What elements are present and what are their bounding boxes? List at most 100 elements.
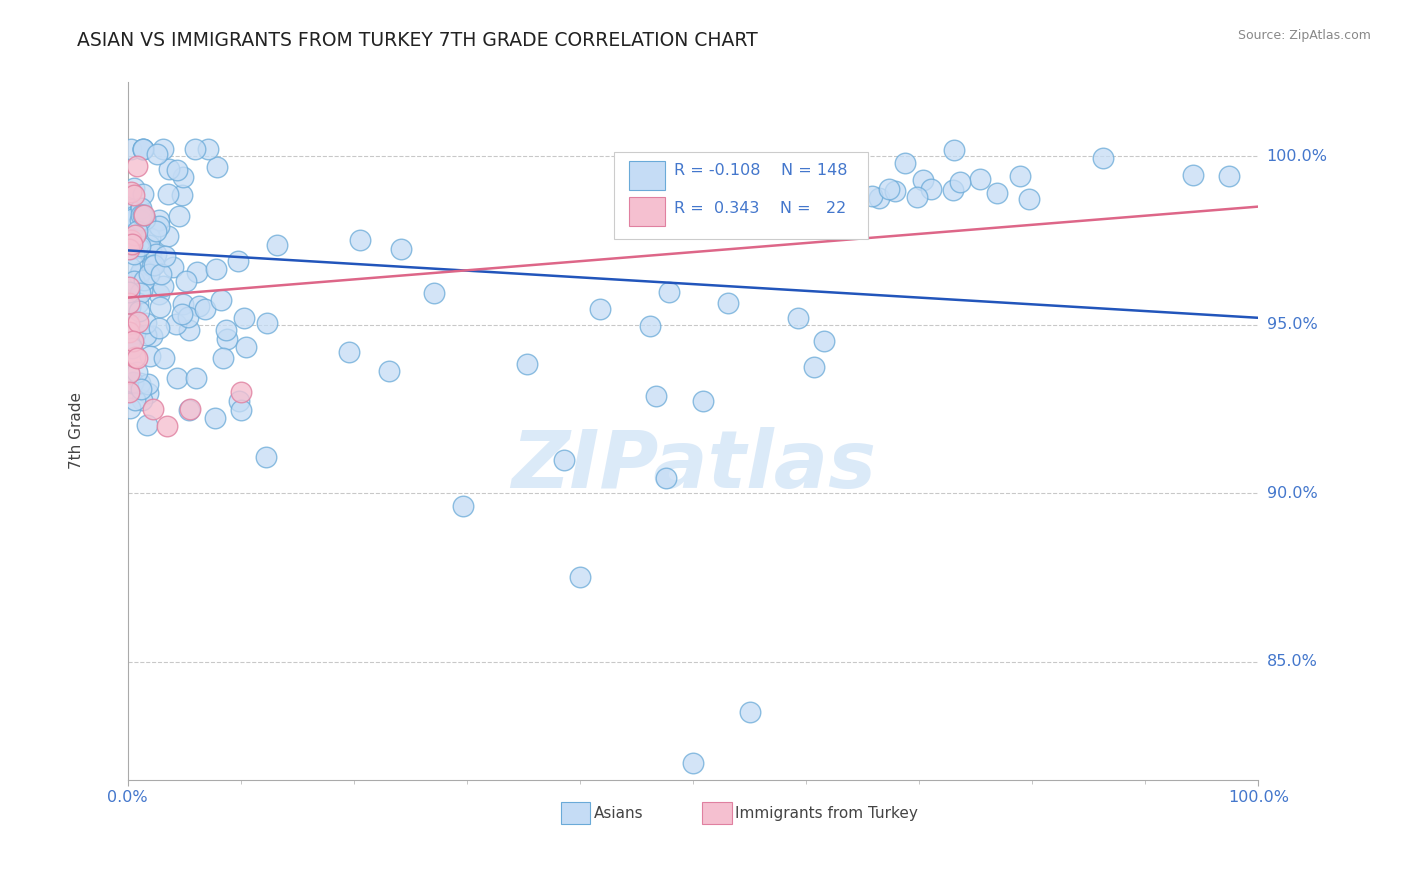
Point — [337, 344, 360, 359]
Point — [132, 208, 155, 222]
FancyBboxPatch shape — [628, 197, 665, 227]
Point — [186, 371, 208, 385]
Point — [122, 375, 145, 389]
Point — [139, 249, 162, 263]
Point — [682, 756, 704, 770]
Point — [118, 285, 141, 300]
Point — [786, 310, 808, 325]
Point — [226, 254, 249, 268]
Point — [172, 188, 194, 202]
Point — [969, 172, 991, 186]
Point — [714, 181, 737, 195]
Point — [122, 274, 145, 288]
Point — [377, 364, 399, 378]
Point — [231, 402, 253, 417]
Point — [205, 160, 228, 174]
Text: 95.0%: 95.0% — [1267, 317, 1317, 332]
Point — [120, 202, 142, 216]
Point — [118, 325, 141, 339]
Point — [128, 376, 150, 390]
FancyBboxPatch shape — [561, 802, 591, 824]
Point — [228, 394, 250, 409]
Point — [132, 187, 155, 202]
Text: 7th Grade: 7th Grade — [69, 392, 84, 469]
Point — [148, 321, 170, 335]
Point — [184, 142, 207, 156]
Point — [131, 283, 153, 297]
Point — [118, 401, 141, 416]
Point — [215, 323, 238, 337]
Point — [229, 384, 252, 399]
Point — [134, 212, 156, 227]
Point — [141, 329, 163, 343]
Point — [211, 351, 233, 366]
Point — [148, 213, 170, 227]
Point — [127, 365, 149, 379]
Point — [128, 213, 150, 227]
Point — [131, 264, 153, 278]
Point — [235, 340, 257, 354]
Point — [862, 188, 884, 202]
Point — [152, 142, 174, 156]
Point — [118, 334, 141, 349]
Point — [118, 300, 141, 314]
Point — [638, 319, 661, 334]
Point — [205, 261, 228, 276]
Point — [194, 301, 217, 316]
FancyBboxPatch shape — [702, 802, 731, 824]
Point — [138, 268, 160, 282]
Point — [120, 236, 142, 251]
Point — [132, 142, 155, 156]
Text: 100.0%: 100.0% — [1267, 149, 1327, 163]
Point — [589, 301, 612, 316]
Point — [121, 237, 143, 252]
Point — [132, 142, 155, 156]
Text: ZIPatlas: ZIPatlas — [510, 426, 876, 505]
Point — [197, 142, 219, 156]
Point — [179, 323, 201, 337]
Point — [132, 273, 155, 287]
FancyBboxPatch shape — [614, 152, 869, 239]
Point — [118, 366, 141, 380]
Point — [217, 332, 239, 346]
Point — [166, 163, 188, 178]
Point — [120, 260, 142, 275]
Point — [803, 359, 825, 374]
Point — [125, 223, 148, 237]
Text: 90.0%: 90.0% — [1267, 485, 1317, 500]
Point — [209, 293, 232, 307]
Text: ASIAN VS IMMIGRANTS FROM TURKEY 7TH GRADE CORRELATION CHART: ASIAN VS IMMIGRANTS FROM TURKEY 7TH GRAD… — [77, 31, 758, 50]
Point — [179, 401, 201, 416]
Point — [129, 221, 152, 235]
Point — [124, 188, 146, 202]
Point — [893, 156, 915, 170]
Point — [266, 238, 288, 252]
Point — [138, 245, 160, 260]
Point — [118, 242, 141, 256]
Point — [129, 285, 152, 300]
Point — [128, 303, 150, 318]
Point — [423, 285, 446, 300]
Point — [170, 307, 193, 321]
Point — [451, 499, 474, 513]
Text: Source: ZipAtlas.com: Source: ZipAtlas.com — [1237, 29, 1371, 42]
Point — [141, 259, 163, 273]
Point — [118, 296, 141, 310]
Point — [156, 418, 179, 433]
Point — [128, 241, 150, 255]
Point — [153, 249, 176, 263]
Point — [125, 160, 148, 174]
Point — [124, 326, 146, 340]
Point — [124, 209, 146, 223]
Point — [1008, 169, 1031, 183]
Point — [127, 296, 149, 310]
Point — [949, 175, 972, 189]
Point — [135, 316, 157, 330]
Point — [131, 392, 153, 407]
Point — [128, 268, 150, 282]
Point — [128, 239, 150, 253]
Point — [162, 260, 184, 275]
Text: R = -0.108    N = 148: R = -0.108 N = 148 — [673, 163, 848, 178]
Point — [139, 349, 162, 363]
Point — [129, 382, 152, 396]
